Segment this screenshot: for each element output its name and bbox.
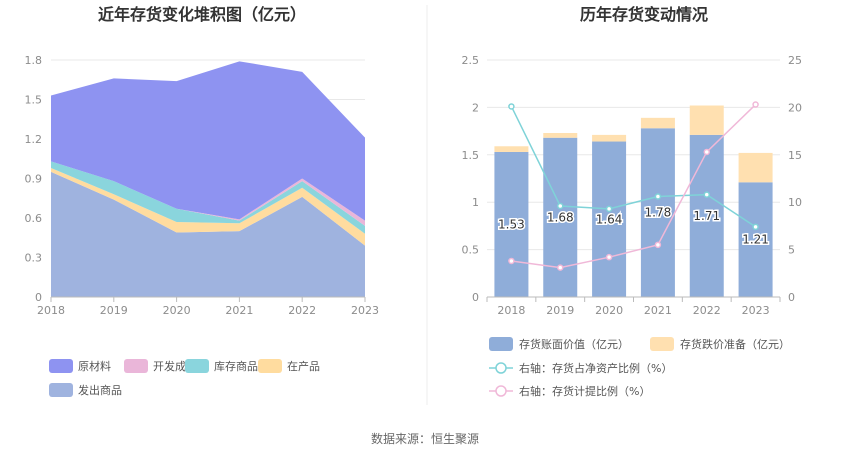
legend-label-发出商品: 发出商品 — [78, 383, 122, 397]
line-point-右轴：存货占净资产比例（%）-2020 — [605, 205, 613, 213]
legend-marker-右轴：存货占净资产比例（%） — [495, 362, 507, 374]
bar-存货账面价值（亿元）-2018 — [494, 151, 529, 297]
right-chart-bars — [494, 105, 773, 297]
right-x-tick-label: 2020 — [595, 304, 623, 317]
left-x-tick-label: 2020 — [163, 304, 191, 317]
bar-value-label: 1.53 — [498, 217, 525, 231]
line-point-右轴：存货占净资产比例（%）-2023 — [752, 223, 759, 231]
left-y-tick-label: 1.5 — [25, 94, 43, 107]
left-y-tick-label: 0.6 — [25, 212, 43, 225]
line-point-右轴：存货计提比例（%）-2021 — [654, 241, 662, 249]
left-x-tick-label: 2022 — [288, 304, 316, 317]
line-point-右轴：存货计提比例（%）-2019 — [557, 264, 564, 271]
left-x-tick-label: 2019 — [100, 304, 128, 317]
right-chart-bar-labels: 1.53 1.68 1.64 1.78 1.71 1.21 — [497, 204, 771, 248]
legend-label-原材料: 原材料 — [78, 359, 111, 373]
line-右轴：存货占净资产比例（%） — [510, 106, 756, 228]
bar-存货账面价值（亿元）-2021 — [640, 128, 675, 297]
legend-label-在产品: 在产品 — [287, 359, 320, 373]
right-left-y-tick-label: 0.5 — [462, 244, 480, 257]
area-series-在产品 — [51, 167, 365, 246]
area-series-原材料 — [51, 61, 365, 221]
right-right-y-tick-label: 15 — [788, 149, 802, 162]
right-x-tick-label: 2023 — [742, 304, 770, 317]
line-point-右轴：存货计提比例（%）-2022 — [703, 148, 710, 156]
line-point-右轴：存货占净资产比例（%）-2022 — [703, 191, 710, 198]
left-chart-areas — [51, 61, 365, 297]
area-series-发出商品 — [51, 171, 365, 297]
left-chart-axes: 0 0.3 0.6 0.9 1.2 1.5 1.8 2018 2019 2020 2021 2022 2… — [25, 54, 380, 317]
right-chart-lines — [508, 101, 759, 271]
legend-swatch-开发成本 — [124, 359, 148, 373]
left-y-tick-label: 1.2 — [25, 133, 43, 146]
right-chart-axes: 0 0.5 1 1.5 2 2.5 0 5 10 15 20 25 2018 2019 2020 2021 20… — [462, 54, 803, 317]
bar-存货跌价准备（亿元）-2020 — [592, 134, 627, 142]
right-left-y-tick-label: 2 — [472, 101, 479, 114]
line-point-右轴：存货计提比例（%）-2020 — [605, 253, 613, 261]
right-x-tick-label: 2022 — [693, 304, 721, 317]
legend-label-库存商品: 库存商品 — [214, 359, 258, 373]
right-chart-grid — [487, 59, 780, 251]
bar-value-label: 1.78 — [645, 206, 672, 220]
legend-marker-右轴：存货计提比例（%） — [495, 385, 507, 397]
legend-label-存货跌价准备（亿元）: 存货跌价准备（亿元） — [680, 337, 790, 351]
right-left-y-tick-label: 1 — [472, 196, 479, 209]
right-x-tick-label: 2018 — [497, 304, 525, 317]
legend-swatch-存货账面价值（亿元） — [489, 337, 513, 351]
legend-label-右轴：存货计提比例（%）: 右轴：存货计提比例（%） — [519, 384, 650, 398]
left-x-tick-label: 2018 — [37, 304, 65, 317]
bar-存货跌价准备（亿元）-2022 — [689, 105, 724, 135]
left-x-tick-label: 2021 — [225, 304, 253, 317]
legend-swatch-在产品 — [258, 359, 282, 373]
legend-swatch-发出商品 — [49, 383, 73, 397]
right-left-y-tick-label: 1.5 — [462, 149, 480, 162]
line-右轴：存货计提比例（%） — [511, 104, 757, 269]
legend-swatch-存货跌价准备（亿元） — [650, 337, 674, 351]
area-series-库存商品 — [51, 161, 365, 234]
left-x-tick-label: 2023 — [351, 304, 379, 317]
bar-存货账面价值（亿元）-2022 — [689, 134, 724, 297]
legend-swatch-库存商品 — [185, 359, 209, 373]
left-y-tick-label: 0 — [35, 291, 42, 304]
right-right-y-tick-label: 0 — [788, 291, 795, 304]
bar-存货账面价值（亿元）-2023 — [738, 182, 773, 297]
legend-label-右轴：存货占净资产比例（%）: 右轴：存货占净资产比例（%） — [519, 361, 672, 375]
line-point-右轴：存货计提比例（%）-2023 — [752, 101, 759, 108]
legend-label-存货账面价值（亿元）: 存货账面价值（亿元） — [519, 337, 629, 351]
right-left-y-tick-label: 2.5 — [462, 54, 480, 67]
left-y-tick-label: 0.3 — [25, 252, 43, 265]
right-x-tick-label: 2021 — [644, 304, 672, 317]
line-point-右轴：存货占净资产比例（%）-2019 — [557, 202, 564, 210]
bar-value-label: 1.71 — [693, 209, 720, 223]
bar-存货跌价准备（亿元）-2018 — [494, 146, 529, 152]
line-point-右轴：存货计提比例（%）-2018 — [508, 257, 515, 265]
right-right-y-tick-label: 25 — [788, 54, 802, 67]
right-chart-title: 历年存货变动情况 — [580, 5, 708, 24]
right-right-y-tick-label: 10 — [788, 196, 802, 209]
right-left-y-tick-label: 0 — [472, 291, 479, 304]
left-y-tick-label: 0.9 — [25, 173, 43, 186]
line-point-右轴：存货占净资产比例（%）-2021 — [654, 193, 662, 200]
bar-存货跌价准备（亿元）-2021 — [640, 117, 675, 129]
line-point-右轴：存货占净资产比例（%）-2018 — [508, 103, 515, 110]
right-chart-legend: 存货账面价值（亿元） 存货跌价准备（亿元） 右轴：存货占净资产比例（%） 右轴：存货计… — [489, 337, 790, 398]
bar-value-label: 1.68 — [547, 210, 574, 224]
bar-存货账面价值（亿元）-2020 — [592, 141, 627, 297]
right-right-y-tick-label: 20 — [788, 101, 802, 114]
left-chart-title: 近年存货变化堆积图（亿元） — [98, 5, 306, 24]
bar-存货跌价准备（亿元）-2019 — [543, 132, 578, 138]
right-x-tick-label: 2019 — [546, 304, 574, 317]
bar-存货跌价准备（亿元）-2023 — [738, 152, 773, 183]
legend-swatch-原材料 — [49, 359, 73, 373]
left-y-tick-label: 1.8 — [25, 54, 43, 67]
right-right-y-tick-label: 5 — [788, 244, 795, 257]
bar-value-label: 1.21 — [742, 233, 769, 247]
data-source: 数据来源：恒生聚源 — [371, 431, 479, 446]
bar-value-label: 1.64 — [596, 212, 623, 226]
